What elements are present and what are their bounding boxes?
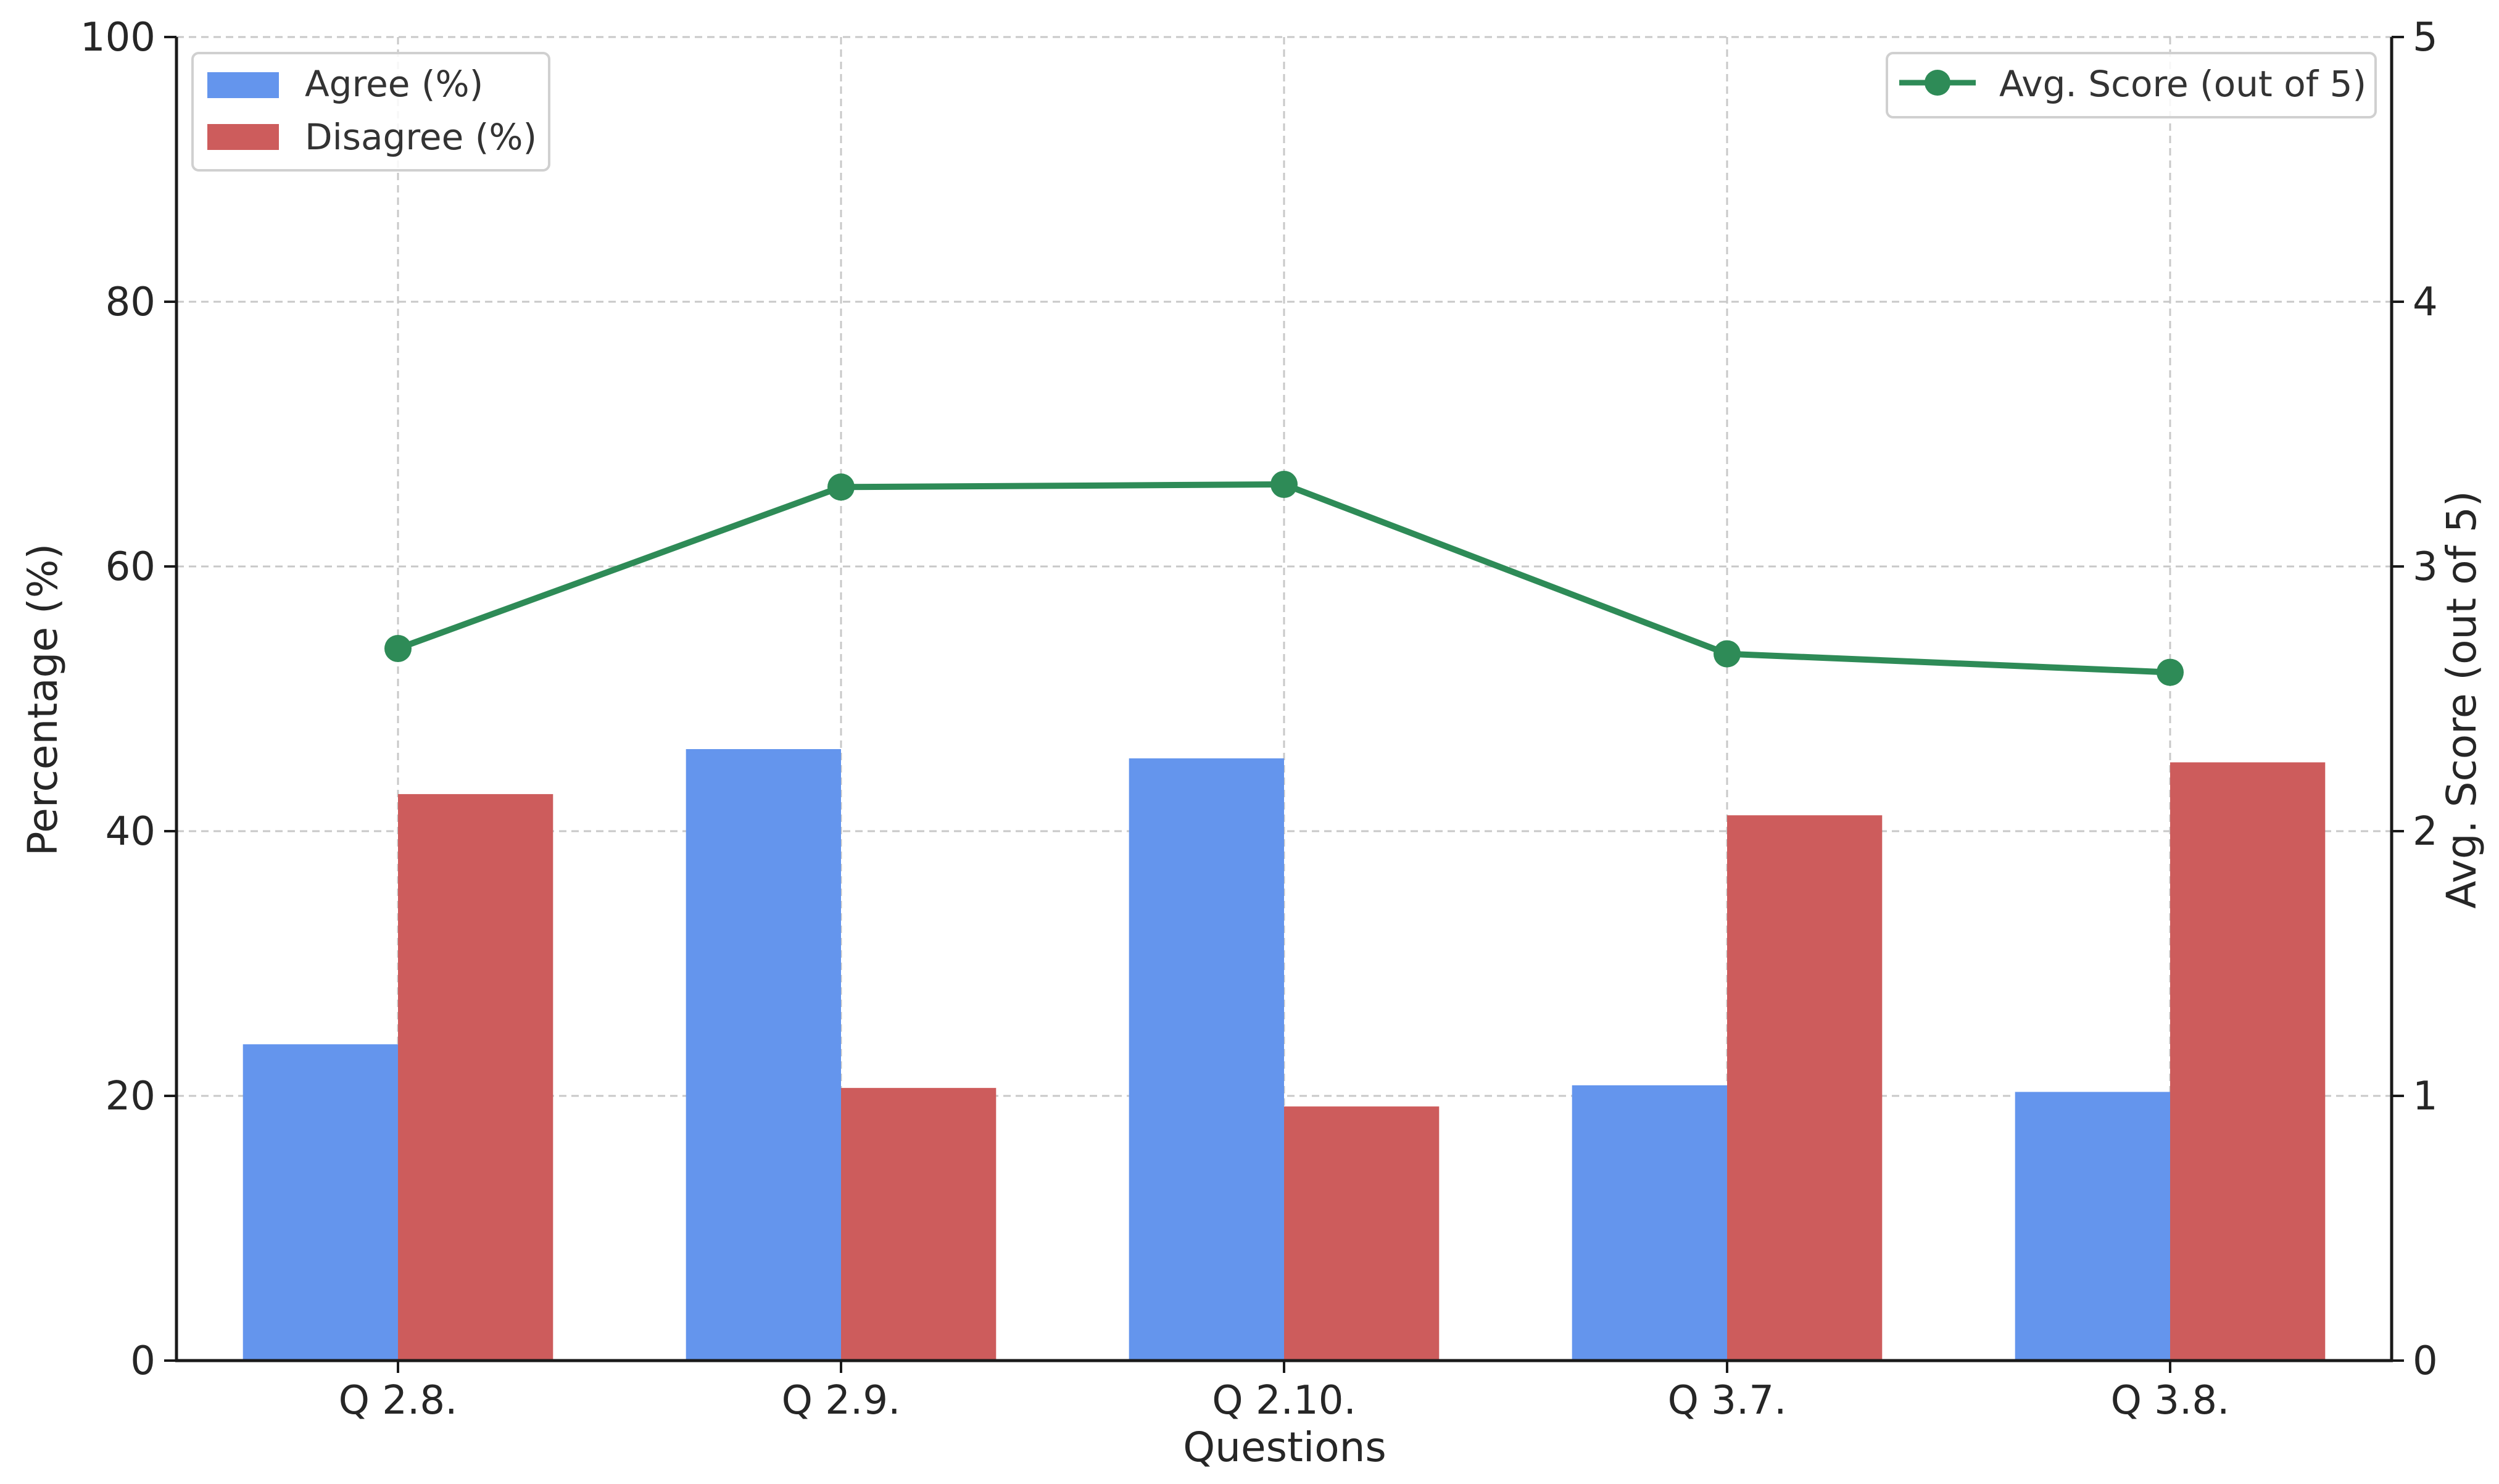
y-axis-label: Percentage (%) (19, 544, 67, 856)
score-line (384, 471, 2184, 686)
bar-disagree-4 (2170, 762, 2326, 1361)
y-tick-label-0: 0 (130, 1338, 155, 1384)
score-point-2 (1270, 471, 1298, 499)
y2-tick-label-1: 1 (2413, 1074, 2438, 1119)
y2-tick-label-5: 5 (2413, 15, 2438, 60)
legend-line-marker (1925, 70, 1950, 96)
score-point-0 (384, 634, 412, 662)
bars (242, 749, 2326, 1361)
y-tick-label-2: 40 (106, 809, 155, 855)
bar-agree-3 (1572, 1085, 1727, 1361)
legend-bars-frame (191, 52, 550, 172)
x-tick-label-3: Q 3.7. (1668, 1378, 1787, 1424)
x-tick-label-0: Q 2.8. (339, 1378, 458, 1424)
bar-agree-0 (242, 1044, 398, 1361)
y2-tick-label-3: 3 (2413, 544, 2438, 590)
x-tick-label-4: Q 3.8. (2111, 1378, 2230, 1424)
y2-tick-label-2: 2 (2413, 809, 2438, 855)
legend-swatch-agree (207, 72, 279, 98)
bar-disagree-2 (1284, 1106, 1440, 1361)
y2-axis-label: Avg. Score (out of 5) (2438, 491, 2485, 908)
bar-agree-4 (2015, 1092, 2170, 1361)
legend-line-frame (1886, 52, 2377, 118)
y-tick-label-1: 20 (106, 1074, 155, 1119)
x-axis-label: Questions (1183, 1424, 1386, 1471)
legend-label-avg-score: Avg. Score (out of 5) (1999, 63, 2366, 105)
y-tick-label-4: 80 (106, 280, 155, 325)
legend-label-agree: Agree (%) (305, 63, 483, 105)
bar-agree-2 (1129, 758, 1284, 1361)
score-point-3 (1714, 640, 1741, 668)
legend-swatch-disagree (207, 124, 279, 150)
bar-disagree-0 (398, 794, 553, 1361)
bar-disagree-3 (1727, 815, 1883, 1361)
y-tick-label-5: 100 (80, 15, 155, 60)
x-tick-label-1: Q 2.9. (782, 1378, 901, 1424)
y2-tick-label-0: 0 (2413, 1338, 2438, 1384)
legend-bars: Agree (%) Disagree (%) (191, 52, 550, 172)
bar-agree-1 (686, 749, 841, 1361)
score-point-1 (827, 473, 855, 501)
x-tick-label-2: Q 2.10. (1212, 1378, 1356, 1424)
y-tick-label-3: 60 (106, 544, 155, 590)
score-point-4 (2157, 658, 2184, 686)
bar-disagree-1 (841, 1088, 997, 1361)
legend-label-disagree: Disagree (%) (305, 116, 537, 158)
legend-line: Avg. Score (out of 5) (1886, 52, 2377, 118)
axes: 0 20 40 60 80 100 0 1 2 3 4 5 Q 2.8. Q 2.9. Q 2.10. Q 3… (80, 15, 2438, 1424)
y2-tick-label-4: 4 (2413, 280, 2438, 325)
